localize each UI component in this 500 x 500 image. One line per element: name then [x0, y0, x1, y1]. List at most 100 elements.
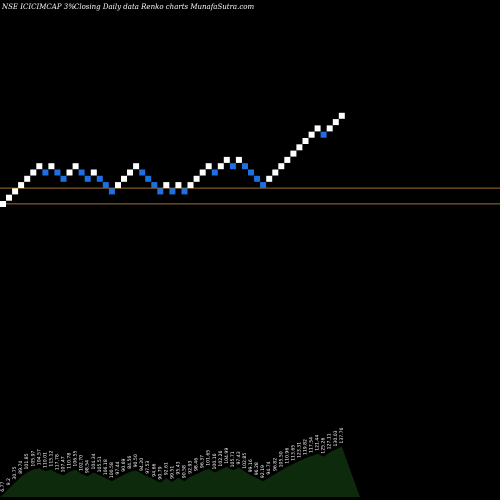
volume-label: 98.54 — [85, 460, 91, 473]
volume-label: 6.77 — [0, 481, 6, 491]
renko-brick-up — [36, 163, 43, 170]
renko-brick-up — [314, 125, 321, 132]
volume-label: 101.85 — [24, 453, 30, 469]
renko-brick-down — [181, 188, 188, 195]
renko-brick-up — [66, 169, 73, 176]
volume-label: 102.85 — [242, 453, 248, 469]
renko-brick-up — [217, 163, 224, 170]
volume-label: 97.53 — [145, 461, 151, 474]
volume-layer: 6.77 9.230.75 89.74 101.85 105.97 104.57 110.0… — [0, 427, 360, 497]
renko-brick-down — [320, 131, 327, 138]
volume-label: 94.20 — [139, 458, 145, 471]
renko-brick-up — [24, 175, 31, 182]
renko-brick-up — [205, 163, 212, 170]
volume-label: 102.26 — [218, 450, 224, 466]
renko-brick-down — [229, 163, 236, 170]
volume-label: 107.47 — [61, 456, 67, 472]
volume-label: 110.96 — [284, 448, 290, 464]
renko-brick-up — [12, 188, 19, 195]
renko-brick-up — [284, 156, 291, 163]
volume-label: 115.12 — [48, 450, 54, 466]
volume-label: 113.65 — [290, 445, 296, 461]
volume-label: 94.66 — [151, 463, 157, 476]
volume-label: 106.18 — [103, 459, 109, 475]
renko-brick-down — [145, 175, 152, 182]
volume-label: 90.58 — [182, 465, 188, 478]
renko-brick-up — [30, 169, 37, 176]
renko-brick-up — [338, 112, 345, 119]
volume-label: 90.69 — [121, 458, 127, 471]
volume-label: 98.46 — [194, 458, 200, 471]
volume-label: 110.78 — [67, 453, 73, 469]
volume-label: 117.54 — [309, 437, 315, 453]
bricks-layer — [0, 112, 345, 207]
volume-label: 96.28 — [254, 462, 260, 475]
volume-label: 105.71 — [230, 451, 236, 467]
volume-label: 100.58 — [109, 462, 115, 478]
volume-label: 117.78 — [54, 454, 60, 470]
renko-brick-down — [157, 188, 164, 195]
renko-brick-down — [108, 188, 115, 195]
volume-label: 104.57 — [36, 449, 42, 465]
renko-brick-up — [18, 182, 25, 189]
renko-brick-up — [302, 138, 309, 144]
volume-label: 97.43 — [236, 451, 242, 464]
volume-label: 92.61 — [163, 462, 169, 475]
volume-area — [0, 446, 360, 497]
volume-label: 99.51 — [169, 466, 175, 479]
volume-label: 101.65 — [206, 450, 212, 466]
volume-label: 123.31 — [296, 442, 302, 458]
volume-label: 104.34 — [91, 453, 97, 469]
volume-label: 104.99 — [224, 448, 230, 464]
renko-brick-up — [296, 144, 303, 151]
renko-brick-down — [260, 182, 267, 189]
renko-brick-down — [102, 182, 109, 189]
renko-brick-down — [242, 163, 248, 170]
renko-brick-up — [290, 150, 297, 157]
volume-label: 105.50 — [278, 451, 284, 467]
renko-brick-up — [193, 175, 200, 182]
renko-brick-up — [163, 182, 170, 189]
volume-label: 30.75 — [12, 466, 18, 479]
renko-brick-down — [254, 175, 261, 182]
hlines-layer — [0, 187, 500, 205]
renko-brick-down — [78, 169, 85, 176]
volume-label: 125.26 — [321, 438, 327, 454]
renko-brick-up — [199, 169, 206, 176]
volume-label: 94.74 — [266, 461, 272, 474]
volume-label: 90.79 — [157, 466, 163, 479]
volume-label: 102.70 — [79, 455, 85, 471]
volume-label: 99.16 — [248, 459, 254, 472]
renko-brick-up — [115, 182, 121, 189]
renko-brick-down — [211, 169, 218, 176]
renko-brick-up — [332, 119, 339, 126]
volume-label: 127.11 — [327, 433, 333, 449]
renko-brick-up — [6, 194, 12, 201]
volume-label: 9.2 — [6, 478, 12, 485]
volume-label: 95.43 — [175, 461, 181, 474]
volume-label: 130.03 — [333, 430, 339, 446]
renko-brick-down — [139, 169, 146, 176]
volume-label: 92.19 — [260, 465, 266, 478]
renko-brick-down — [60, 175, 67, 182]
volume-label: 105.97 — [30, 450, 36, 466]
renko-brick-up — [266, 175, 273, 182]
volume-label: 106.55 — [73, 450, 79, 466]
renko-brick-up — [48, 163, 55, 170]
volume-label: 137.76 — [339, 427, 345, 443]
volume-label: 92.93 — [188, 461, 194, 474]
renko-brick-up — [223, 156, 230, 163]
volume-label: 97.44 — [115, 461, 121, 474]
renko-brick-down — [54, 169, 61, 176]
renko-brick-up — [272, 169, 279, 176]
renko-brick-up — [278, 163, 285, 170]
volume-label: 100.16 — [212, 453, 218, 469]
renko-brick-up — [127, 169, 133, 176]
renko-brick-up — [0, 201, 6, 207]
volume-label: 110.01 — [42, 452, 48, 468]
renko-brick-up — [308, 131, 315, 138]
volume-label: 105.51 — [97, 456, 103, 472]
volume-label: 96.37 — [200, 455, 206, 468]
renko-brick-up — [175, 182, 182, 189]
